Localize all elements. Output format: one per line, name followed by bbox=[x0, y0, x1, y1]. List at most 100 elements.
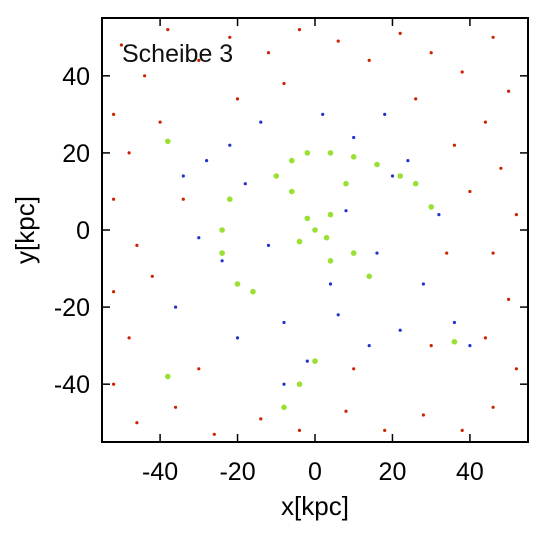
data-point bbox=[197, 367, 201, 371]
data-point bbox=[445, 251, 449, 255]
data-point bbox=[460, 70, 464, 74]
data-point bbox=[181, 197, 185, 201]
data-point bbox=[429, 344, 433, 348]
data-point bbox=[250, 288, 256, 295]
data-point bbox=[367, 344, 371, 348]
data-point bbox=[135, 421, 139, 425]
data-point bbox=[112, 290, 116, 294]
data-point bbox=[398, 31, 402, 35]
y-tick-label: -20 bbox=[54, 294, 90, 322]
data-point bbox=[235, 336, 240, 340]
data-point bbox=[259, 417, 263, 421]
data-point bbox=[205, 159, 209, 163]
data-point bbox=[228, 143, 232, 147]
data-point bbox=[296, 381, 303, 388]
x-tick-label: -20 bbox=[219, 458, 255, 486]
data-point bbox=[398, 328, 402, 332]
data-point bbox=[281, 404, 287, 411]
data-point bbox=[468, 189, 472, 194]
data-point bbox=[483, 120, 487, 124]
x-tick-label: 40 bbox=[456, 458, 484, 486]
data-point bbox=[468, 344, 472, 348]
data-point bbox=[312, 358, 318, 364]
data-point bbox=[452, 320, 456, 325]
data-point bbox=[321, 112, 325, 116]
data-point bbox=[366, 273, 373, 280]
data-point bbox=[143, 74, 147, 78]
axis-ticks: -40 -20 0 20 40 -40 -20 0 20 40 bbox=[54, 18, 528, 486]
data-point bbox=[452, 143, 456, 147]
data-point bbox=[150, 274, 154, 278]
data-point bbox=[421, 282, 425, 286]
series-3 bbox=[165, 138, 458, 411]
data-point bbox=[507, 297, 511, 301]
data-point bbox=[174, 305, 178, 309]
data-marks bbox=[112, 28, 519, 436]
data-point bbox=[174, 405, 178, 409]
data-point bbox=[304, 150, 311, 156]
data-point bbox=[421, 413, 425, 417]
data-point bbox=[166, 28, 170, 32]
data-point bbox=[327, 211, 334, 218]
data-point bbox=[297, 428, 302, 432]
data-point bbox=[197, 58, 201, 63]
data-point bbox=[507, 89, 511, 93]
data-point bbox=[323, 234, 330, 241]
data-point bbox=[289, 157, 295, 164]
data-point bbox=[328, 282, 333, 286]
data-point bbox=[228, 35, 232, 39]
data-point bbox=[220, 259, 224, 263]
data-point bbox=[165, 373, 171, 380]
data-point bbox=[273, 173, 280, 179]
x-tick-label: 0 bbox=[308, 458, 322, 486]
data-point bbox=[127, 336, 131, 340]
data-point bbox=[499, 166, 503, 170]
data-point bbox=[289, 188, 295, 195]
data-point bbox=[367, 58, 371, 63]
data-point bbox=[352, 135, 356, 140]
y-tick-label: 0 bbox=[76, 217, 90, 245]
data-point bbox=[304, 215, 311, 222]
series-1 bbox=[112, 28, 519, 436]
x-tick-label: -40 bbox=[142, 458, 178, 486]
data-point bbox=[127, 151, 131, 155]
data-point bbox=[282, 81, 286, 86]
data-point bbox=[460, 428, 464, 432]
data-point bbox=[219, 227, 225, 233]
data-point bbox=[235, 97, 240, 101]
data-point bbox=[383, 112, 387, 116]
data-point bbox=[491, 405, 495, 409]
data-point bbox=[266, 243, 271, 247]
data-point bbox=[234, 281, 241, 287]
data-point bbox=[327, 258, 334, 264]
data-point bbox=[491, 251, 495, 255]
data-point bbox=[428, 204, 435, 210]
data-point bbox=[414, 97, 418, 101]
data-point bbox=[327, 150, 334, 156]
data-point bbox=[243, 182, 247, 186]
data-point bbox=[312, 227, 318, 233]
y-tick-label: 40 bbox=[62, 63, 90, 91]
data-point bbox=[344, 409, 348, 413]
data-point bbox=[212, 432, 216, 436]
data-point bbox=[305, 359, 309, 363]
data-point bbox=[219, 250, 225, 256]
y-tick-label: 20 bbox=[62, 140, 90, 168]
data-point bbox=[112, 382, 116, 386]
data-point bbox=[491, 35, 495, 39]
data-point bbox=[181, 174, 185, 178]
panel-label: Scheibe 3 bbox=[122, 40, 233, 68]
data-point bbox=[429, 51, 433, 55]
data-point bbox=[112, 112, 116, 116]
data-point bbox=[259, 120, 263, 124]
data-point bbox=[296, 238, 303, 245]
data-point bbox=[266, 51, 271, 55]
data-point bbox=[412, 180, 419, 187]
data-point bbox=[390, 174, 395, 178]
data-point bbox=[343, 180, 349, 187]
x-axis-title: x[kpc] bbox=[281, 491, 349, 521]
data-point bbox=[158, 120, 162, 124]
data-point bbox=[383, 428, 387, 432]
data-point bbox=[397, 173, 404, 179]
